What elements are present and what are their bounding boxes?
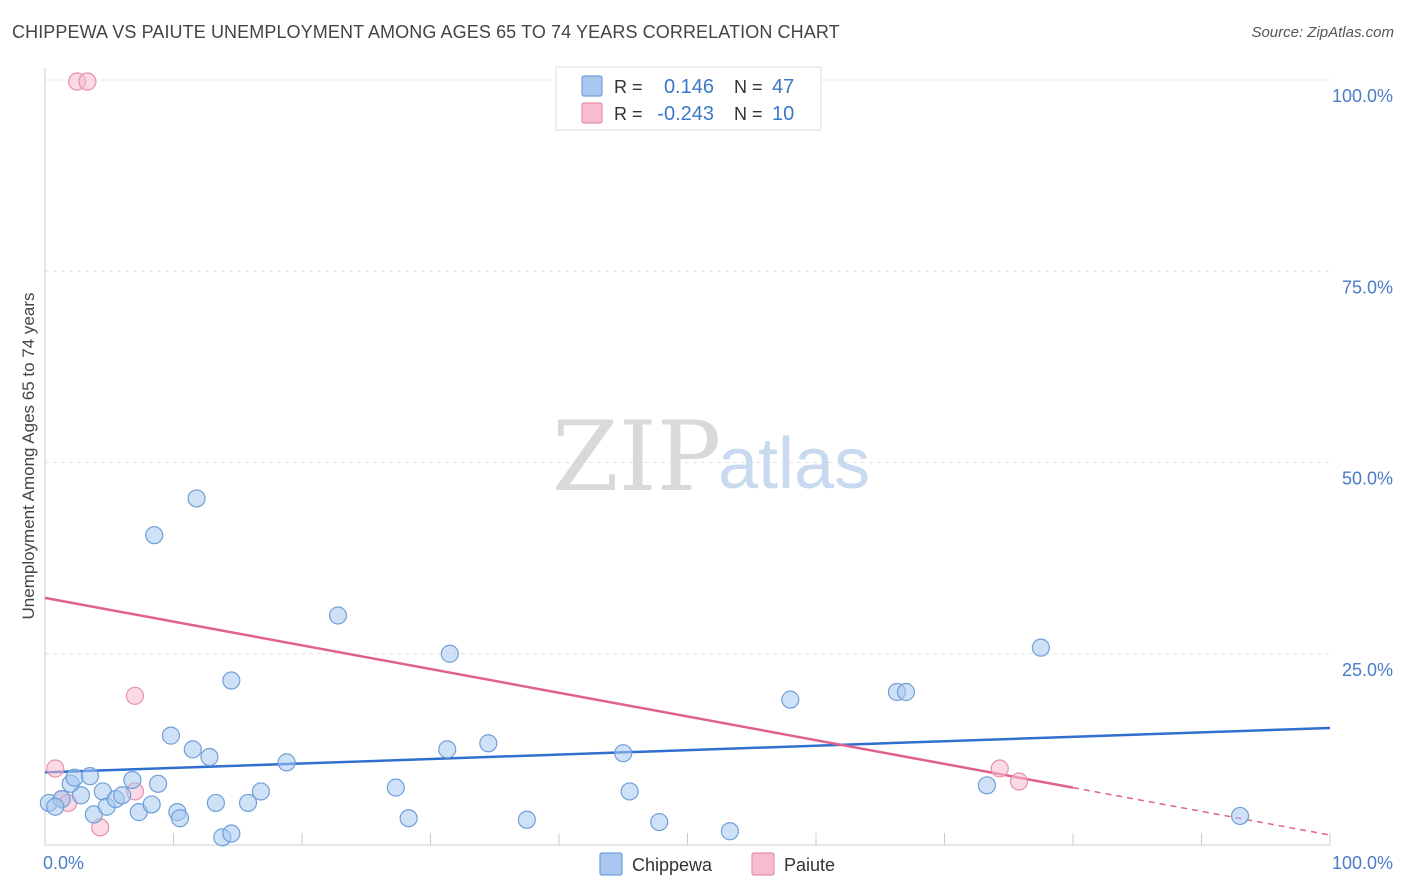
x-tick-label-min: 0.0% <box>43 853 84 873</box>
paiute-point <box>990 759 1009 778</box>
watermark-atlas: atlas <box>718 424 870 504</box>
legend-n-label-paiute: N = <box>734 104 763 124</box>
chippewa-point <box>614 744 633 763</box>
chippewa-point <box>46 797 65 816</box>
bottom-legend-swatch-chippewa <box>599 852 623 876</box>
chippewa-point <box>479 734 498 753</box>
legend-r-value-chippewa: 0.146 <box>664 76 714 98</box>
legend-n-value-chippewa: 47 <box>772 76 794 98</box>
legend-r-label-paiute: R = <box>614 104 643 124</box>
y-axis-title: Unemployment Among Ages 65 to 74 years <box>19 293 38 620</box>
paiute-trend-line <box>44 596 1074 789</box>
legend-n-value-paiute: 10 <box>772 103 794 125</box>
legend: R = 0.146 N = 47 R = -0.243 N = 10 <box>555 66 822 131</box>
legend-n-label-chippewa: N = <box>734 77 763 97</box>
chippewa-point <box>187 489 206 508</box>
watermark-zip: ZIP <box>552 401 721 513</box>
chippewa-point <box>650 812 669 832</box>
y-tick-label: 50.0% <box>1342 469 1393 489</box>
chippewa-point <box>142 795 161 814</box>
paiute-trend-line-extension <box>1072 786 1331 836</box>
chippewa-point <box>251 782 270 801</box>
x-tick-label-max: 100.0% <box>1332 853 1393 873</box>
chippewa-point <box>206 793 226 813</box>
chippewa-point <box>399 809 418 828</box>
chippewa-point <box>1230 806 1250 826</box>
legend-swatch-paiute <box>581 102 603 124</box>
data-points <box>39 72 1250 847</box>
chippewa-point <box>222 824 241 843</box>
chippewa-point <box>183 740 202 759</box>
chippewa-point <box>896 682 916 702</box>
chippewa-point <box>517 810 536 829</box>
bottom-legend: Chippewa Paiute <box>599 852 835 876</box>
chippewa-point <box>386 778 405 797</box>
chippewa-point <box>123 770 142 790</box>
watermark: ZIP atlas <box>552 401 870 513</box>
chippewa-point <box>71 786 91 805</box>
bottom-legend-label-paiute: Paiute <box>784 855 835 875</box>
chippewa-point <box>328 606 348 625</box>
bottom-legend-swatch-paiute <box>751 852 775 876</box>
paiute-point <box>1009 772 1029 791</box>
bottom-legend-label-chippewa: Chippewa <box>632 855 713 875</box>
chippewa-point <box>200 747 219 767</box>
legend-r-value-paiute: -0.243 <box>657 103 714 125</box>
paiute-point <box>125 686 145 705</box>
chippewa-point <box>720 822 740 841</box>
chippewa-point <box>222 671 241 690</box>
chippewa-point <box>438 740 457 759</box>
trend-lines <box>44 596 1331 836</box>
chippewa-point <box>1031 638 1050 657</box>
chippewa-point <box>620 782 639 801</box>
chippewa-point <box>80 767 100 786</box>
paiute-point <box>46 759 65 778</box>
chart-title: CHIPPEWA VS PAIUTE UNEMPLOYMENT AMONG AG… <box>12 22 840 42</box>
chippewa-trend-line <box>44 726 1331 774</box>
axes <box>44 68 1331 846</box>
chippewa-point <box>277 753 296 772</box>
x-tick-labels: 0.0% 100.0% <box>43 853 1393 873</box>
chippewa-point <box>440 644 459 663</box>
gridlines <box>45 79 1330 655</box>
source-credit: Source: ZipAtlas.com <box>1251 24 1394 41</box>
chippewa-point <box>65 768 84 787</box>
chippewa-point <box>161 726 181 745</box>
y-tick-labels: 25.0% 50.0% 75.0% 100.0% <box>1332 86 1393 680</box>
legend-swatch-chippewa <box>581 75 603 97</box>
y-tick-label: 75.0% <box>1342 277 1393 297</box>
chippewa-point <box>170 809 190 828</box>
chippewa-point <box>145 526 164 545</box>
y-tick-label: 25.0% <box>1342 660 1393 680</box>
chippewa-point <box>112 786 132 805</box>
chippewa-point <box>781 690 800 709</box>
chippewa-point <box>977 776 997 795</box>
chippewa-point <box>238 793 258 813</box>
legend-r-label-chippewa: R = <box>614 77 643 97</box>
paiute-point <box>78 72 97 91</box>
y-tick-label: 100.0% <box>1332 86 1393 106</box>
chippewa-point <box>148 774 168 793</box>
